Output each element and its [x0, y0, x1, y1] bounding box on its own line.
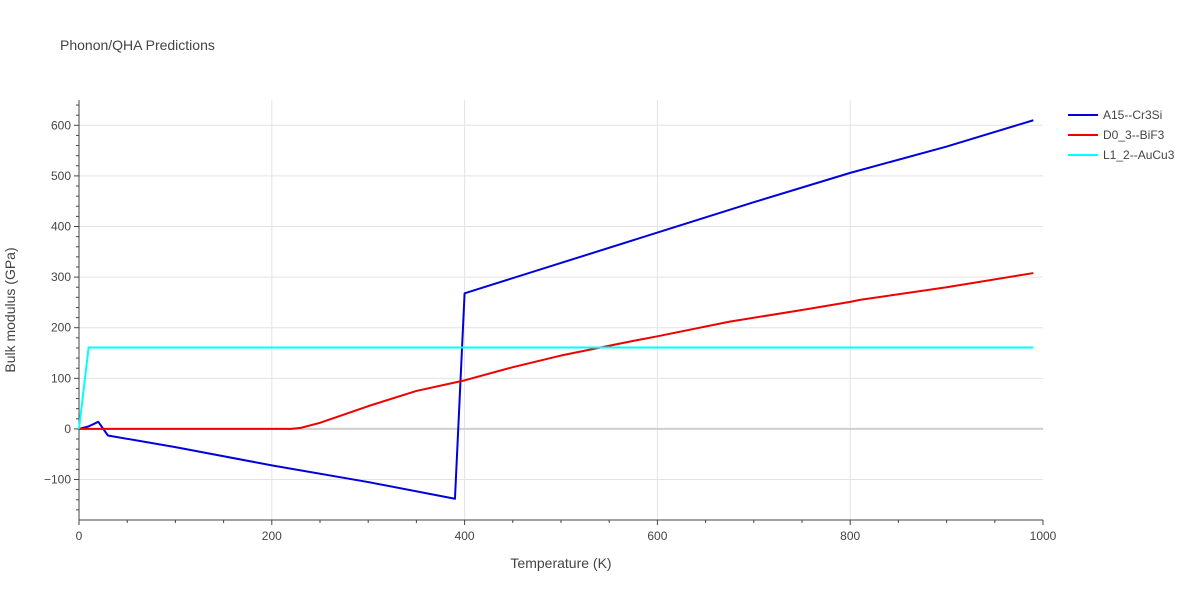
- series-line-0: [78, 119, 1034, 500]
- x-tick-label: 400: [455, 529, 475, 543]
- axes: 0 200 400 600 800 1000 −100 0 100 200 300 400 500 600: [44, 100, 1057, 543]
- series-line-2: [78, 346, 1034, 430]
- x-tick-label: 600: [647, 529, 667, 543]
- series-layer: [78, 119, 1034, 500]
- series-line-1: [79, 272, 1034, 430]
- x-tick-label: 800: [840, 529, 860, 543]
- chart-title: Phonon/QHA Predictions: [60, 37, 215, 53]
- x-tick-label: 200: [262, 529, 282, 543]
- x-tick-label: 1000: [1030, 529, 1057, 543]
- y-tick-label: 500: [51, 169, 71, 183]
- y-tick-label: 0: [64, 422, 71, 436]
- y-tick-label: 300: [51, 270, 71, 284]
- y-tick-label: 100: [51, 371, 71, 385]
- y-tick-label: 200: [51, 321, 71, 335]
- legend: A15--Cr3Si D0_3--BiF3 L1_2--AuCu3: [1068, 108, 1175, 162]
- y-tick-label: 600: [51, 118, 71, 132]
- y-tick-label: −100: [44, 473, 71, 487]
- x-tick-label: 0: [76, 529, 83, 543]
- legend-label-1: D0_3--BiF3: [1103, 128, 1165, 142]
- y-tick-label: 400: [51, 220, 71, 234]
- x-axis-title: Temperature (K): [510, 555, 611, 571]
- legend-label-2: L1_2--AuCu3: [1103, 148, 1175, 162]
- legend-label-0: A15--Cr3Si: [1103, 108, 1162, 122]
- y-axis-title: Bulk modulus (GPa): [2, 247, 18, 372]
